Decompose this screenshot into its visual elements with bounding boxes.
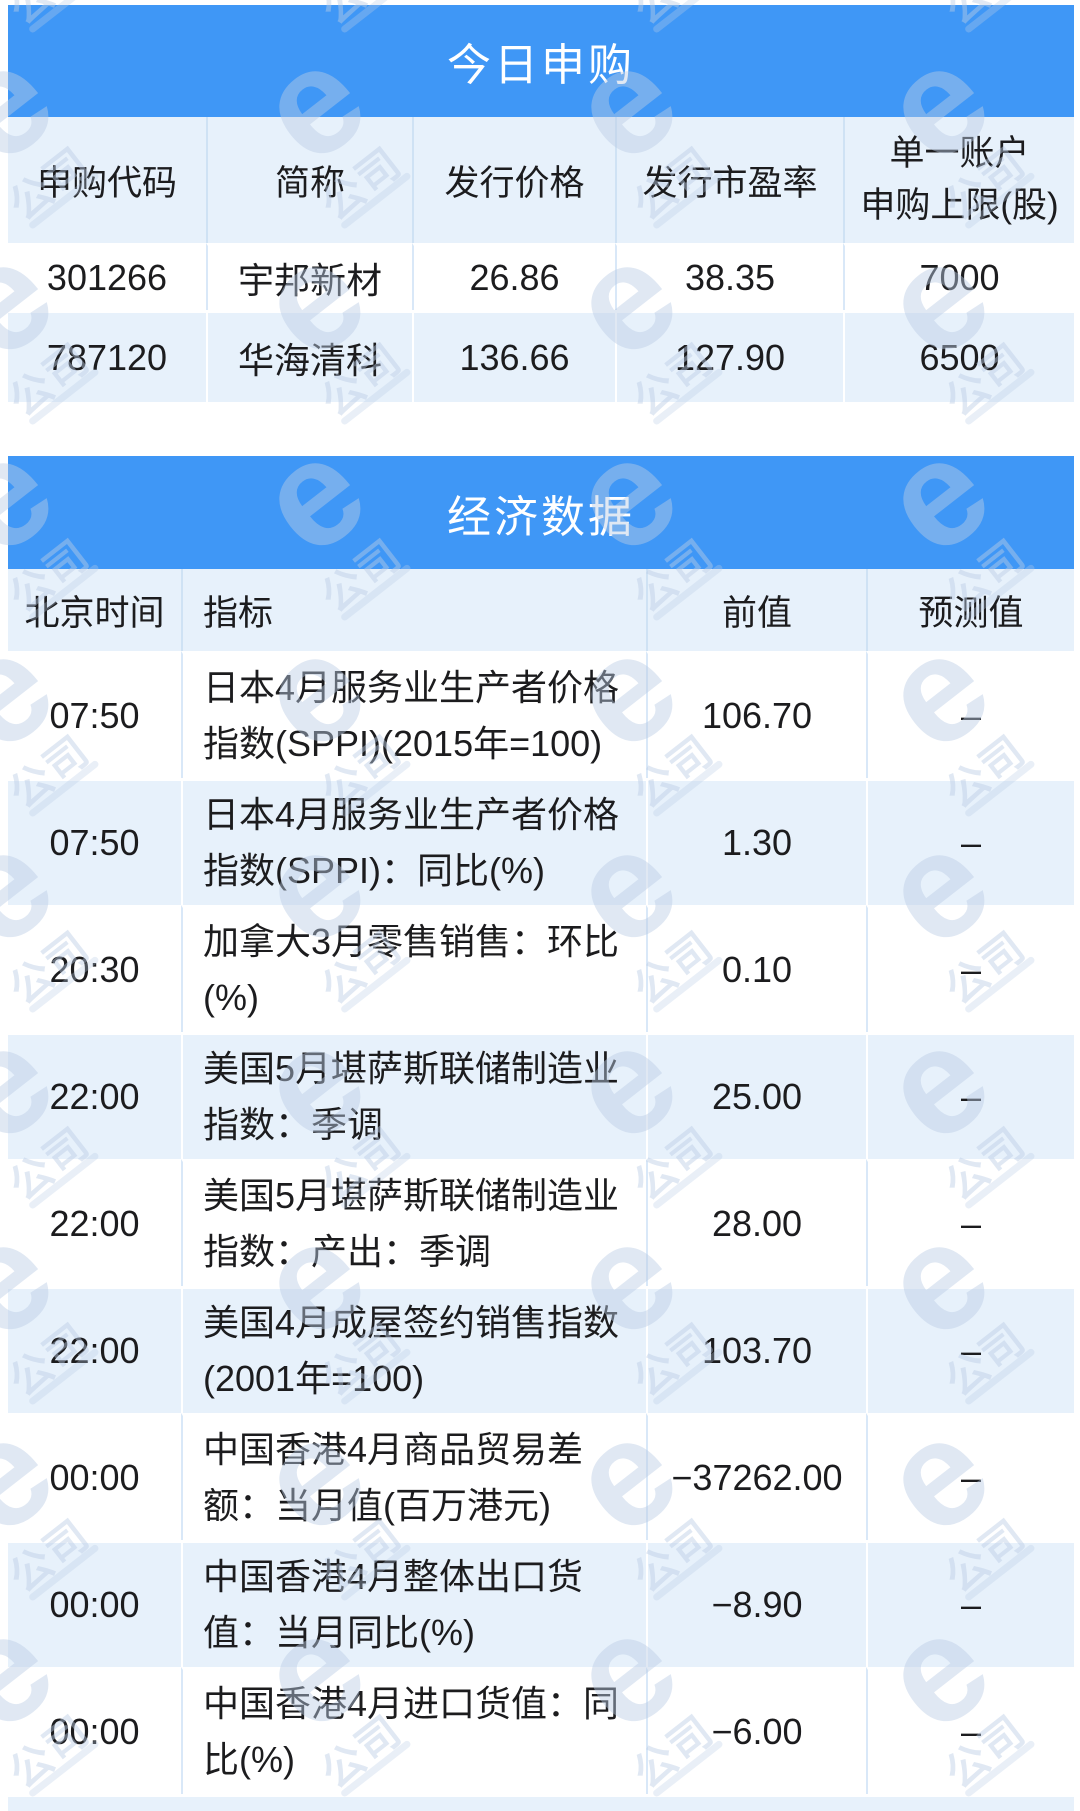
econ-previous: −6.00 [646,1667,866,1794]
ipo-header-code: 申购代码 [8,117,206,243]
econ-indicator: 日本4月服务业生产者价格指数(SPPI)(2015年=100) [181,651,646,778]
ipo-name: 宇邦新材 [206,243,412,310]
econ-indicator: 美国5月堪萨斯联储制造业指数：季调 [181,1032,646,1159]
ipo-header-limit-line2: 申购上限(股) [860,186,1059,225]
ipo-pe: 127.90 [615,310,843,402]
econ-indicator: 中国香港4月商品贸易差额：当月值(百万港元) [181,1413,646,1540]
ipo-price: 136.66 [412,310,615,402]
econ-forecast: – [866,1159,1074,1286]
econ-header-forecast: 预测值 [866,569,1074,651]
econ-time: 20:30 [8,905,181,1032]
table-row: 07:50 日本4月服务业生产者价格指数(SPPI)：同比(%) 1.30 – [8,778,1074,905]
econ-indicator: 中国香港4月整体出口货值：当月同比(%) [181,1540,646,1667]
econ-forecast: – [866,1540,1074,1667]
econ-previous: 1.30 [646,778,866,905]
econ-section: 经济数据 北京时间 指标 前值 预测值 07:50 日本4月服务业生产者价格指数… [8,456,1074,1794]
econ-time: 00:00 [8,1413,181,1540]
econ-previous: 103.70 [646,1286,866,1413]
ipo-header-price: 发行价格 [412,117,615,243]
econ-time: 22:00 [8,1159,181,1286]
econ-forecast: – [866,1032,1074,1159]
ipo-limit: 6500 [843,310,1074,402]
table-row: 00:00 中国香港4月整体出口货值：当月同比(%) −8.90 – [8,1540,1074,1667]
ipo-section-title: 今日申购 [8,5,1074,117]
table-row: 301266 宇邦新材 26.86 38.35 7000 [8,243,1074,310]
econ-time: 22:00 [8,1032,181,1159]
table-row: 787120 华海清科 136.66 127.90 6500 [8,310,1074,402]
econ-previous: 25.00 [646,1032,866,1159]
econ-indicator: 中国香港4月进口货值：同比(%) [181,1667,646,1794]
econ-forecast: – [866,1286,1074,1413]
econ-indicator: 日本4月服务业生产者价格指数(SPPI)：同比(%) [181,778,646,905]
econ-section-title: 经济数据 [8,456,1074,569]
table-row: 00:00 中国香港4月进口货值：同比(%) −6.00 – [8,1667,1074,1794]
econ-previous: −37262.00 [646,1413,866,1540]
ipo-header-name: 简称 [206,117,412,243]
ipo-table: 申购代码 简称 发行价格 发行市盈率 单一账户 申购上限(股) 301266 宇… [8,117,1074,402]
ipo-code: 787120 [8,310,206,402]
econ-time: 00:00 [8,1667,181,1794]
ipo-table-header-row: 申购代码 简称 发行价格 发行市盈率 单一账户 申购上限(股) [8,117,1074,243]
ipo-pe: 38.35 [615,243,843,310]
econ-forecast: – [866,905,1074,1032]
ipo-header-limit-line1: 单一账户 [889,133,1030,173]
ipo-header-pe: 发行市盈率 [615,117,843,243]
ipo-name: 华海清科 [206,310,412,402]
econ-time: 07:50 [8,651,181,778]
econ-header-time: 北京时间 [8,569,181,651]
econ-previous: −8.90 [646,1540,866,1667]
table-row: 22:00 美国4月成屋签约销售指数(2001年=100) 103.70 – [8,1286,1074,1413]
next-row-partial [8,1794,1074,1811]
econ-previous: 0.10 [646,905,866,1032]
econ-forecast: – [866,1667,1074,1794]
econ-forecast: – [866,1413,1074,1540]
econ-table-header-row: 北京时间 指标 前值 预测值 [8,569,1074,651]
ipo-code: 301266 [8,243,206,310]
econ-table: 北京时间 指标 前值 预测值 07:50 日本4月服务业生产者价格指数(SPPI… [8,569,1074,1794]
ipo-section: 今日申购 申购代码 简称 发行价格 发行市盈率 单一账户 申购上限(股) [8,5,1074,402]
econ-forecast: – [866,651,1074,778]
econ-previous: 106.70 [646,651,866,778]
ipo-price: 26.86 [412,243,615,310]
econ-time: 22:00 [8,1286,181,1413]
econ-indicator: 美国5月堪萨斯联储制造业指数：产出：季调 [181,1159,646,1286]
econ-time: 00:00 [8,1540,181,1667]
econ-time: 07:50 [8,778,181,905]
ipo-limit: 7000 [843,243,1074,310]
econ-header-previous: 前值 [646,569,866,651]
table-row: 22:00 美国5月堪萨斯联储制造业指数：产出：季调 28.00 – [8,1159,1074,1286]
econ-indicator: 美国4月成屋签约销售指数(2001年=100) [181,1286,646,1413]
econ-previous: 28.00 [646,1159,866,1286]
econ-header-indicator: 指标 [181,569,646,651]
table-row: 20:30 加拿大3月零售销售：环比(%) 0.10 – [8,905,1074,1032]
econ-indicator: 加拿大3月零售销售：环比(%) [181,905,646,1032]
table-row: 07:50 日本4月服务业生产者价格指数(SPPI)(2015年=100) 10… [8,651,1074,778]
ipo-header-limit: 单一账户 申购上限(股) [843,117,1074,243]
table-row: 00:00 中国香港4月商品贸易差额：当月值(百万港元) −37262.00 – [8,1413,1074,1540]
econ-forecast: – [866,778,1074,905]
table-row: 22:00 美国5月堪萨斯联储制造业指数：季调 25.00 – [8,1032,1074,1159]
